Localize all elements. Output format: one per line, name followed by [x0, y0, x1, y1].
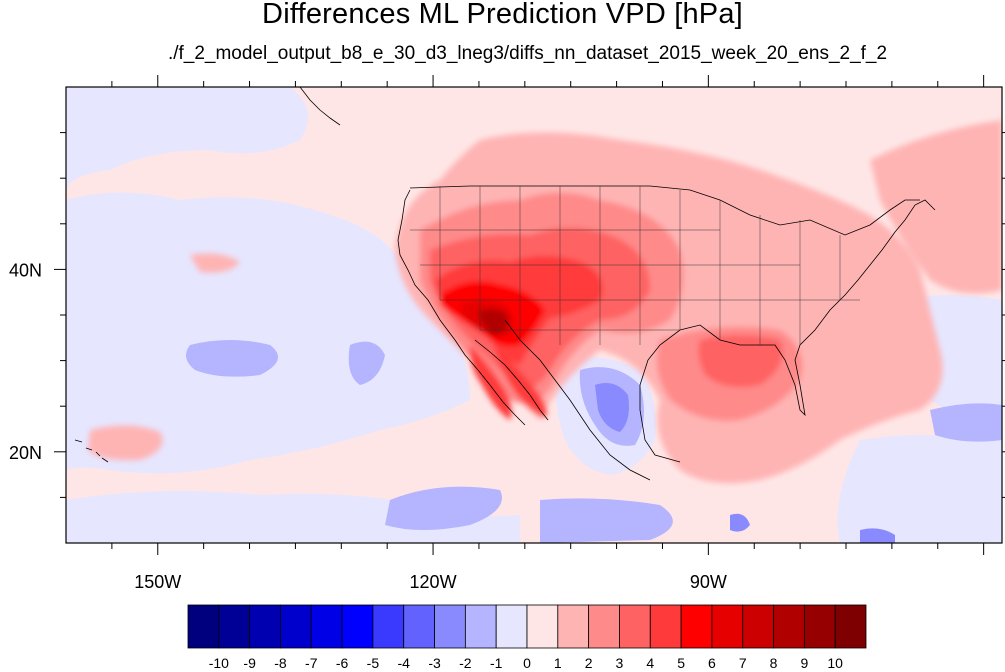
lat-tick-label: 40N — [9, 260, 42, 280]
alaska-coast-fragment — [299, 87, 341, 126]
baja-streak-2 — [495, 345, 547, 418]
colorbar-label: 3 — [616, 655, 624, 671]
colorbar-label: -10 — [209, 655, 229, 671]
pos-level-1-hawaii — [88, 425, 163, 461]
colorbar-label: -6 — [336, 655, 349, 671]
blue-spot-9 — [730, 513, 750, 532]
hawaii-islands — [74, 439, 109, 463]
negative-region-pacific-mid — [66, 192, 470, 474]
colorbar-swatch — [249, 604, 281, 649]
negative-region-caribbean — [837, 435, 1002, 543]
colorbar-label: 4 — [646, 655, 654, 671]
baja-east-coast — [474, 339, 549, 421]
colorbar-label: -1 — [490, 655, 503, 671]
baja-streak-1 — [469, 345, 512, 420]
colorbar-label: 1 — [554, 655, 562, 671]
blue-spot-3 — [385, 486, 502, 530]
colorbar-label: 7 — [739, 655, 747, 671]
west-coast — [397, 189, 526, 426]
colorbar-swatch — [341, 604, 374, 649]
colorbar-swatch — [557, 604, 590, 649]
colorbar-swatch — [834, 604, 867, 649]
colorbar-swatch — [742, 604, 774, 649]
colorbar-label: -4 — [398, 655, 411, 671]
colorbar-label: -2 — [459, 655, 472, 671]
contour-field — [66, 87, 1002, 543]
colorbar-swatch — [773, 604, 805, 649]
lat-tick-label: 20N — [9, 443, 42, 463]
colorbar-label: 5 — [677, 655, 685, 671]
colorbar-label: -7 — [305, 655, 318, 671]
blue-spot-1 — [186, 340, 278, 377]
colorbar-label: -3 — [428, 655, 441, 671]
colorbar-swatch — [619, 604, 651, 649]
colorbar-swatch — [218, 604, 251, 649]
colorbar: -10 -9 -8 -7 -6 -5 -4 -3 -2 -1 0 1 2 3 4 5 6 7 8 9 10 — [187, 604, 867, 671]
coastlines — [74, 87, 936, 481]
gulf-coast — [647, 199, 936, 417]
pos-level-3-southeast — [698, 335, 783, 388]
colorbar-label: 8 — [770, 655, 778, 671]
lon-tick-label: 90W — [690, 572, 727, 592]
colorbar-swatch — [187, 604, 220, 649]
colorbar-label: 0 — [523, 655, 531, 671]
mexico-west-coast — [504, 319, 651, 481]
lon-tick-label: 120W — [410, 572, 457, 592]
colorbar-swatch — [588, 604, 620, 649]
colorbar-swatch — [434, 604, 466, 649]
colorbar-swatch — [711, 604, 744, 649]
pos-level-1-northeast — [870, 120, 1002, 294]
blue-spot-6 — [540, 498, 673, 543]
pos-level-7 — [478, 309, 508, 335]
blue-spot-5 — [595, 382, 629, 432]
colorbar-label: -8 — [274, 655, 287, 671]
axis-ticks — [54, 75, 1005, 555]
colorbar-label: 10 — [827, 655, 843, 671]
colorbar-label: 2 — [585, 655, 593, 671]
map-title: Differences ML Prediction VPD [hPa] — [262, 0, 743, 30]
mexico-east-coast — [639, 359, 681, 463]
canada-border-north — [409, 185, 920, 236]
colorbar-swatch — [803, 604, 836, 649]
blue-spot-8 — [930, 403, 1002, 442]
pos-level-1-pacific — [190, 253, 240, 273]
lon-tick-label: 150W — [134, 572, 181, 592]
colorbar-swatch — [403, 604, 435, 649]
colorbar-swatch — [310, 604, 343, 649]
colorbar-swatch — [495, 604, 528, 649]
colorbar-swatch — [680, 604, 713, 649]
negative-region-pacific-north — [66, 87, 308, 190]
colorbar-swatch — [280, 604, 312, 649]
axis-labels: 150W 120W 90W 40N 20N — [9, 260, 727, 592]
colorbar-swatch — [464, 604, 497, 649]
colorbar-label: -5 — [367, 655, 380, 671]
colorbar-label: -9 — [243, 655, 256, 671]
colorbar-swatch — [649, 604, 682, 649]
blue-spot-7 — [860, 528, 895, 543]
colorbar-label: 9 — [800, 655, 808, 671]
blue-spot-2 — [348, 341, 385, 385]
map-subtitle: ./f_2_model_output_b8_e_30_d3_lneg3/diff… — [167, 43, 888, 64]
colorbar-swatch — [372, 604, 405, 649]
colorbar-label: 6 — [708, 655, 716, 671]
colorbar-swatch — [526, 604, 559, 649]
state-boundaries — [410, 186, 860, 345]
